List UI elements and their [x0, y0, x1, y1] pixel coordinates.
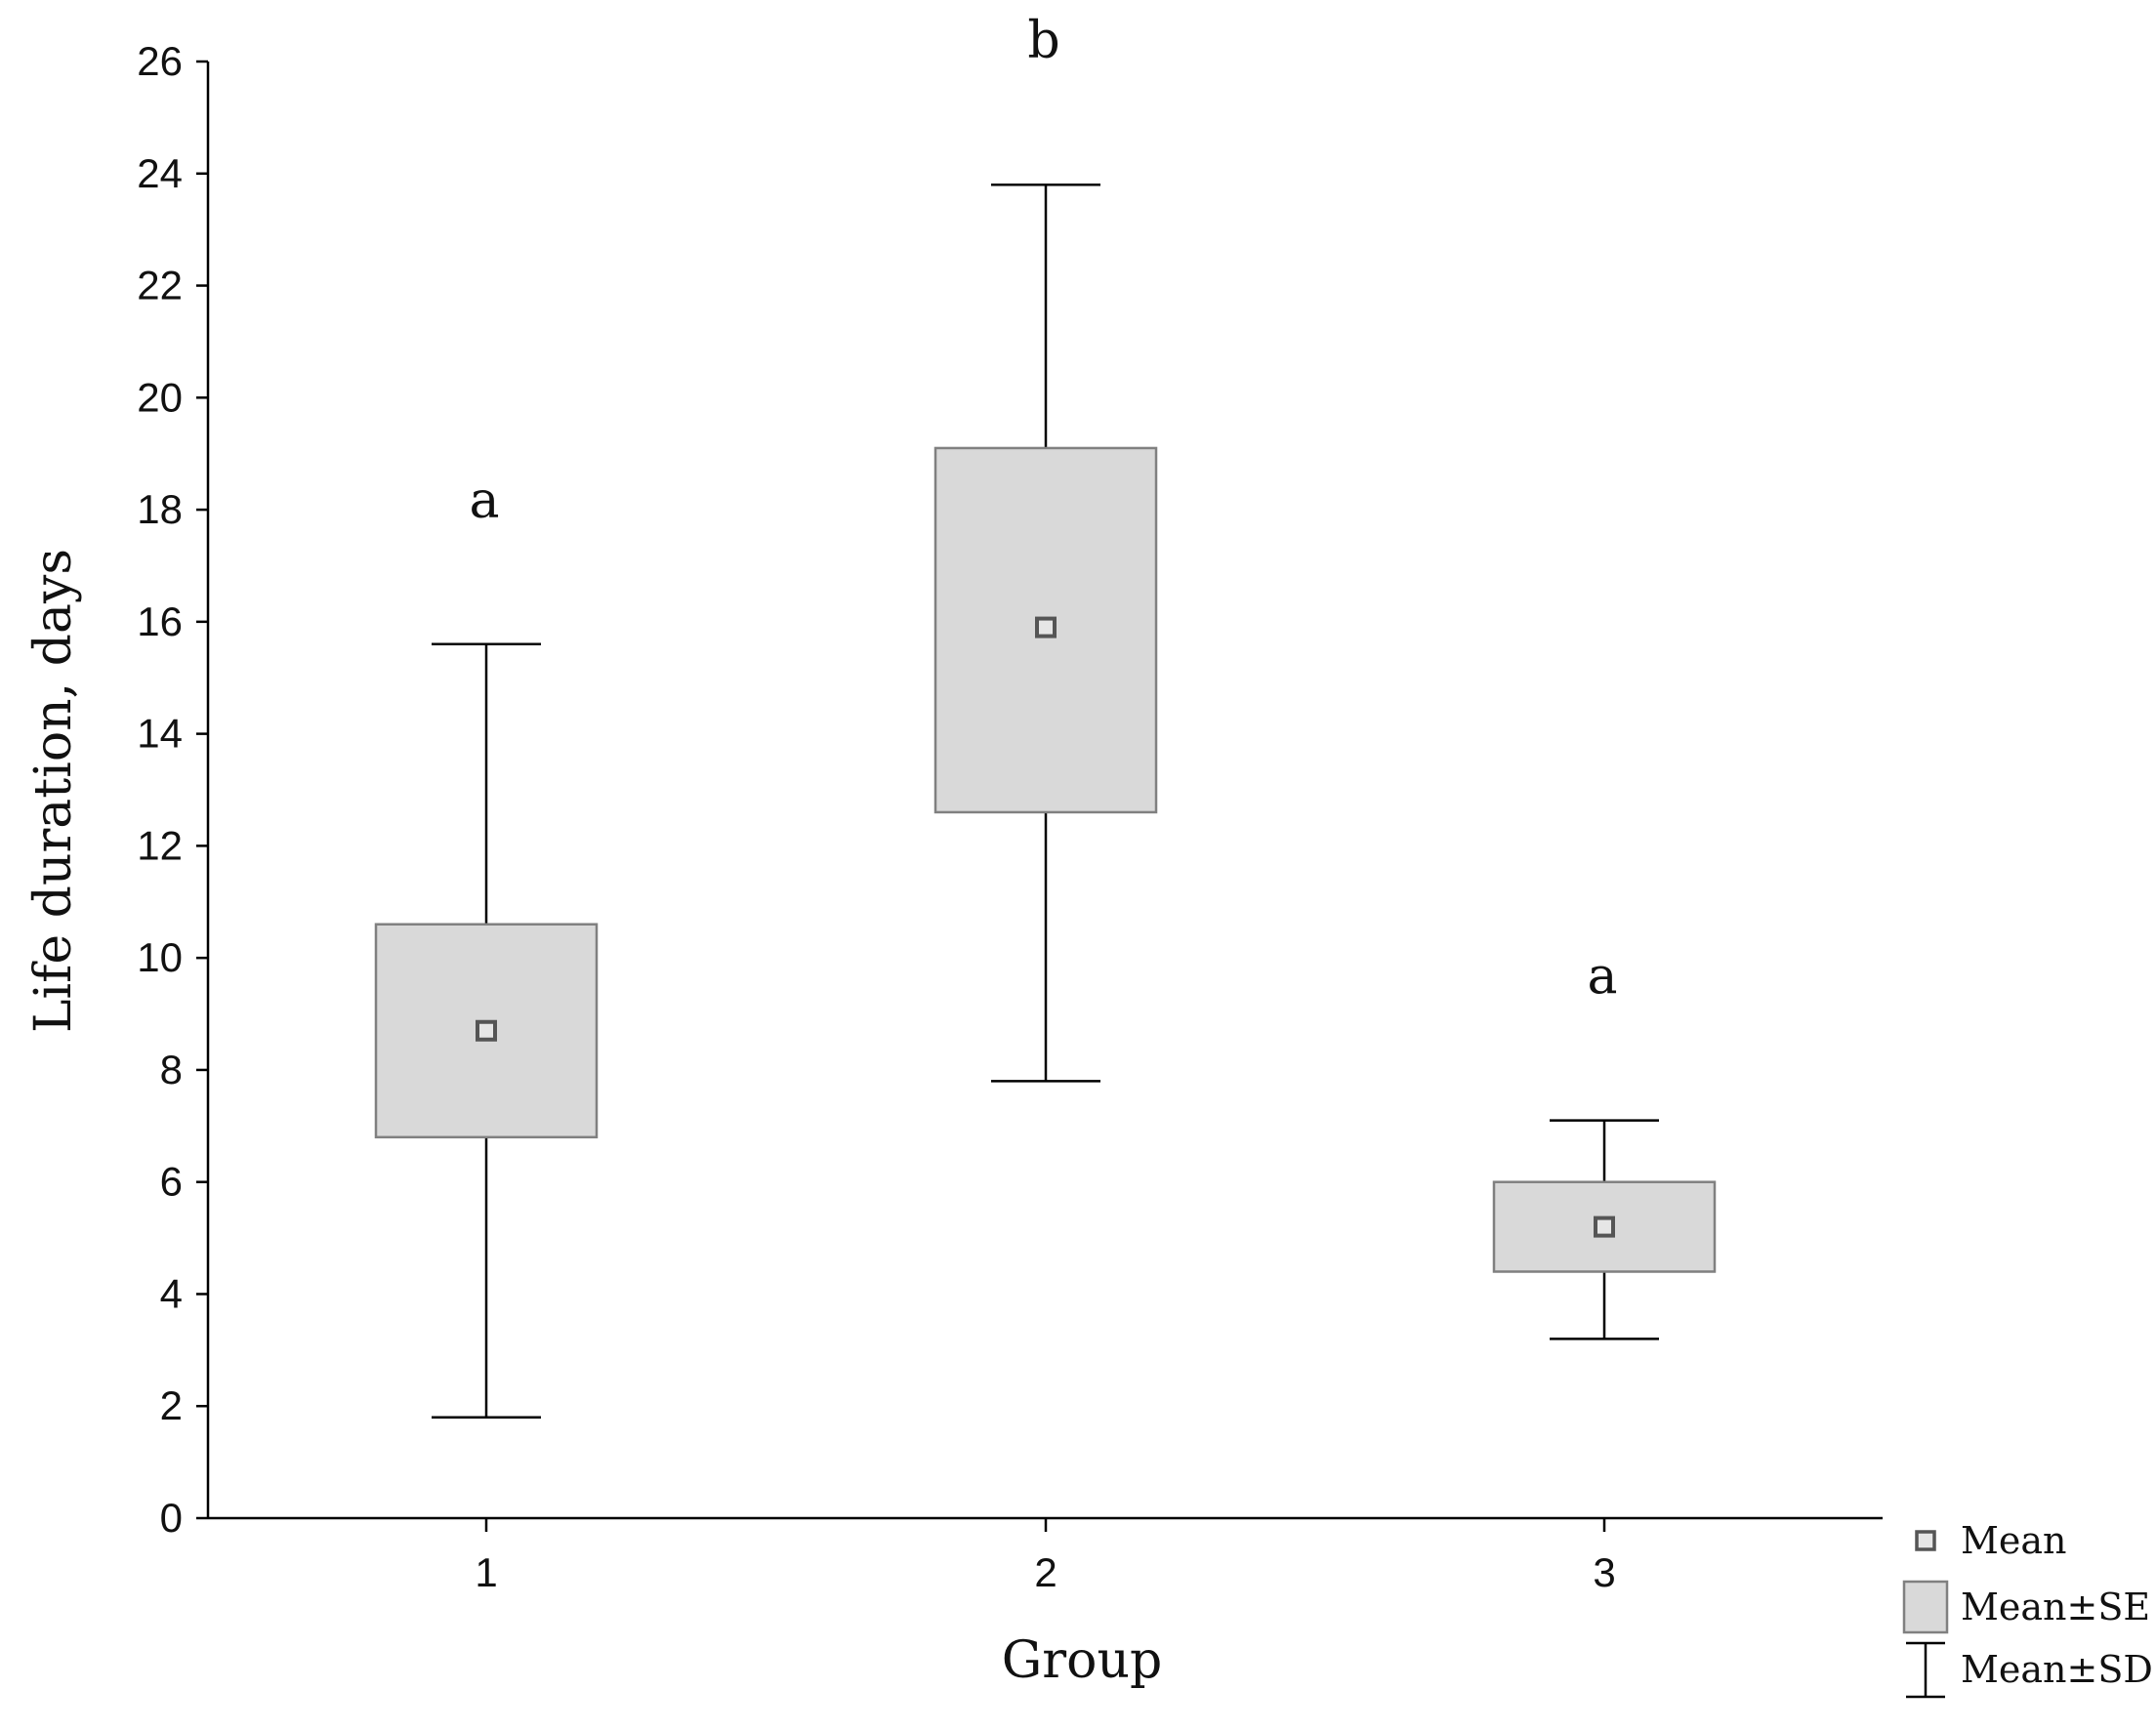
legend-mean-marker: [1915, 1530, 1936, 1551]
y-tick-label: 20: [137, 374, 183, 420]
mean-marker: [1035, 616, 1057, 638]
y-tick-label: 24: [137, 150, 183, 196]
y-tick-label: 22: [137, 263, 183, 309]
significance-letter: a: [1587, 948, 1617, 1007]
x-tick-label: 2: [1034, 1549, 1057, 1595]
y-tick-label: 16: [137, 598, 183, 644]
legend-mean-label: Mean: [1961, 1519, 2067, 1562]
legend-sd-label: Mean±SD: [1961, 1648, 2153, 1691]
y-tick-label: 18: [137, 486, 183, 532]
mean-marker: [476, 1019, 497, 1042]
group-1: a: [374, 472, 599, 1419]
y-tick-label: 6: [160, 1159, 183, 1205]
significance-letter: b: [1027, 12, 1059, 70]
significance-letter: a: [469, 472, 499, 530]
y-tick-label: 2: [160, 1382, 183, 1428]
legend-se-box: [1902, 1580, 1949, 1634]
y-tick-label: 10: [137, 934, 183, 980]
mean-marker: [1594, 1215, 1615, 1238]
y-tick-label: 26: [137, 38, 183, 84]
y-axis-title: Life duration, days: [24, 549, 83, 1033]
group-3: a: [1492, 948, 1717, 1340]
y-tick-label: 4: [160, 1270, 183, 1316]
y-tick-label: 0: [160, 1495, 183, 1541]
x-axis-title: Group: [1002, 1631, 1162, 1690]
y-tick-label: 12: [137, 822, 183, 868]
legend: Mean Mean±SE Mean±SD: [1902, 1519, 2153, 1699]
x-tick-label: 3: [1593, 1549, 1615, 1595]
legend-se-label: Mean±SE: [1961, 1586, 2150, 1628]
y-tick-label: 14: [137, 711, 183, 757]
x-tick-label: 1: [475, 1549, 497, 1595]
group-2: b: [933, 12, 1158, 1083]
y-tick-label: 8: [160, 1047, 183, 1092]
groups: a b a: [374, 12, 1717, 1419]
